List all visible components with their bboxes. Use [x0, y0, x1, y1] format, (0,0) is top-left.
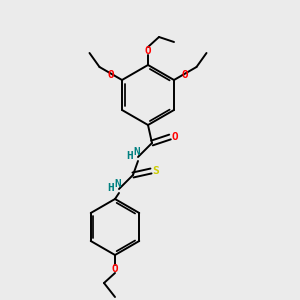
- Text: O: O: [112, 264, 118, 274]
- Text: H: H: [127, 151, 134, 161]
- Text: N: N: [134, 147, 140, 157]
- Text: S: S: [153, 166, 159, 176]
- Text: O: O: [108, 70, 115, 80]
- Text: N: N: [115, 179, 122, 189]
- Text: O: O: [181, 70, 188, 80]
- Text: O: O: [145, 46, 152, 56]
- Text: H: H: [108, 183, 114, 193]
- Text: O: O: [172, 132, 178, 142]
